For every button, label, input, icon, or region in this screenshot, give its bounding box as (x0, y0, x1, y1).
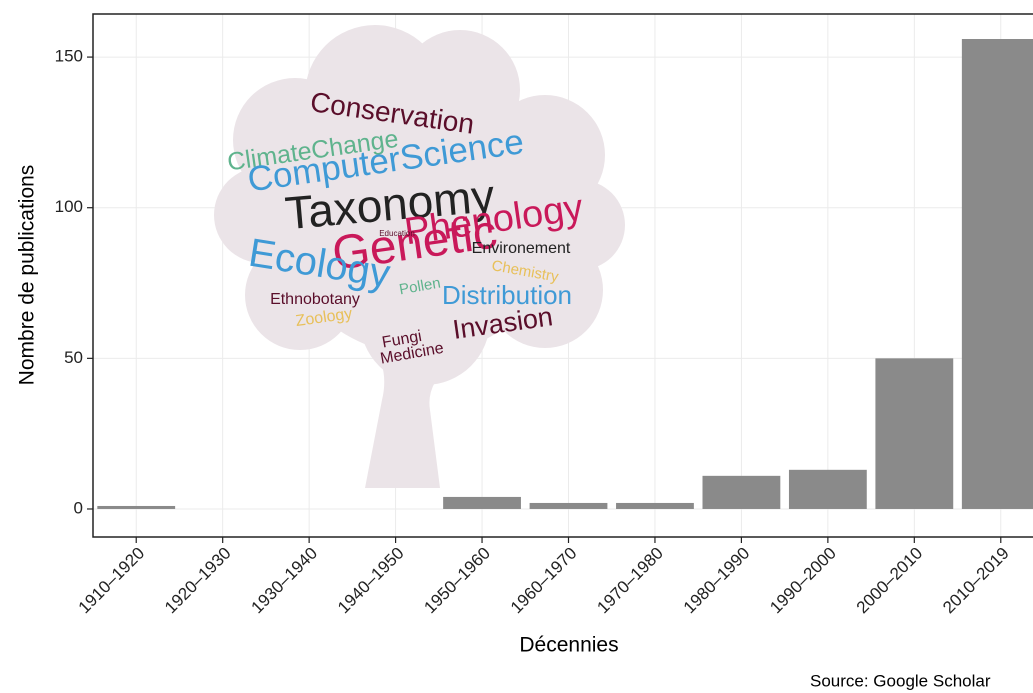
y-axis-label: Nombre de publications (16, 165, 39, 386)
bar (97, 505, 176, 509)
x-tick-label: 2010–2019 (939, 544, 1013, 618)
caption: Source: Google Scholar (810, 671, 991, 690)
y-tick-label: 50 (64, 348, 83, 367)
x-axis-label: Décennies (519, 634, 618, 657)
bar (961, 39, 1033, 509)
bar (875, 358, 954, 509)
x-tick-label: 1990–2000 (766, 544, 840, 618)
y-tick-label: 0 (74, 498, 83, 517)
x-tick-label: 1970–1980 (593, 544, 667, 618)
tree-illustration (214, 25, 625, 488)
x-tick-label: 1930–1940 (248, 544, 322, 618)
word: Distribution (442, 280, 572, 310)
word: Ethnobotany (270, 291, 360, 308)
bar (443, 496, 521, 509)
x-tick-label: 1960–1970 (507, 544, 581, 618)
x-tick-label: 1980–1990 (680, 544, 754, 618)
bars (97, 39, 1033, 509)
y-tick-label: 150 (55, 47, 83, 66)
word: Education (379, 229, 415, 238)
word: Fungi (381, 328, 423, 352)
x-tick-label: 1920–1930 (161, 544, 235, 618)
word: Pollen (398, 274, 442, 298)
bar (529, 502, 608, 509)
x-tick-label: 1940–1950 (334, 544, 408, 618)
x-tick-label: 1910–1920 (75, 544, 149, 618)
y-tick-label: 100 (55, 197, 83, 216)
bar (702, 475, 781, 509)
x-tick-label: 1950–1960 (420, 544, 494, 618)
word: Environement (472, 240, 571, 257)
bar (788, 469, 867, 509)
bar (616, 502, 694, 509)
x-tick-label: 2000–2010 (853, 544, 927, 618)
